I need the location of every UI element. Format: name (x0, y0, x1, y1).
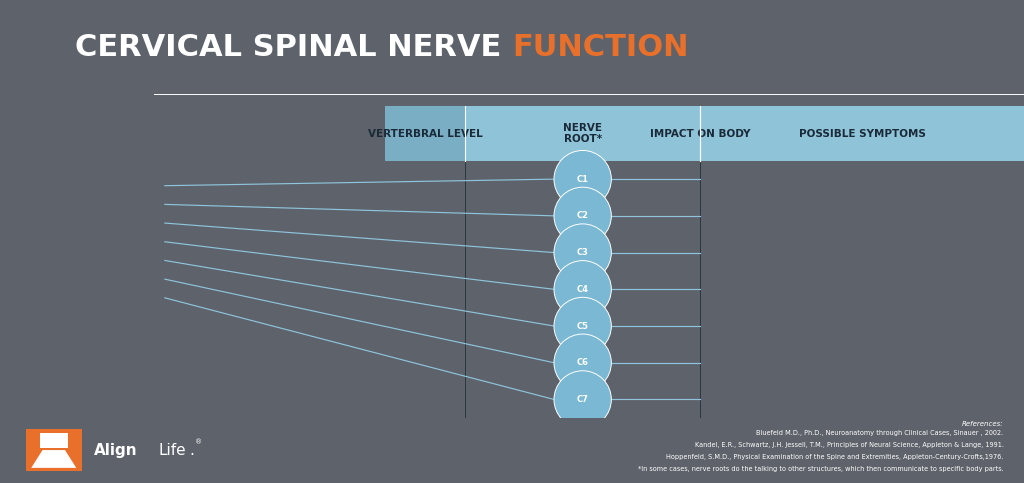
Text: C3: C3 (577, 248, 589, 257)
Bar (465, 106, 700, 161)
Text: C7: C7 (577, 395, 589, 404)
Text: Align: Align (94, 443, 138, 458)
Ellipse shape (554, 151, 611, 208)
Text: Hoppenfeld, S.M.D., Physical Examination of the Spine and Extremities, Appleton-: Hoppenfeld, S.M.D., Physical Examination… (667, 454, 1004, 460)
Ellipse shape (554, 371, 611, 428)
Polygon shape (32, 450, 77, 468)
Text: C1: C1 (577, 175, 589, 184)
Text: VERTERBRAL LEVEL: VERTERBRAL LEVEL (368, 128, 482, 139)
Text: .: . (189, 443, 195, 458)
Text: CERVICAL SPINAL NERVE: CERVICAL SPINAL NERVE (75, 33, 512, 62)
Text: IMPACT ON BODY: IMPACT ON BODY (650, 128, 751, 139)
Bar (700, 106, 1024, 161)
Ellipse shape (554, 261, 611, 318)
Bar (385, 106, 465, 161)
Ellipse shape (554, 298, 611, 355)
Text: References:: References: (962, 421, 1004, 427)
Ellipse shape (554, 187, 611, 244)
Text: FUNCTION: FUNCTION (512, 33, 688, 62)
Text: Bluefeld M.D., Ph.D., Neuroanatomy through Clinical Cases, Sinauer , 2002.: Bluefeld M.D., Ph.D., Neuroanatomy throu… (757, 429, 1004, 436)
Text: ®: ® (195, 440, 202, 446)
Text: C2: C2 (577, 212, 589, 220)
Text: *In some cases, nerve roots do the talking to other structures, which then commu: *In some cases, nerve roots do the talki… (638, 466, 1004, 472)
Text: C6: C6 (577, 358, 589, 367)
Bar (26, 429, 82, 471)
Text: Kandel, E.R., Schwartz, J.H. Jessell, T.M., Principles of Neural Science, Applet: Kandel, E.R., Schwartz, J.H. Jessell, T.… (694, 441, 1004, 448)
Text: NERVE
ROOT*: NERVE ROOT* (563, 123, 602, 144)
Text: C4: C4 (577, 285, 589, 294)
Text: POSSIBLE SYMPTOMS: POSSIBLE SYMPTOMS (799, 128, 926, 139)
Ellipse shape (554, 334, 611, 391)
Ellipse shape (554, 224, 611, 281)
Bar (40, 433, 68, 448)
Text: C5: C5 (577, 322, 589, 330)
Text: Life: Life (159, 443, 186, 458)
